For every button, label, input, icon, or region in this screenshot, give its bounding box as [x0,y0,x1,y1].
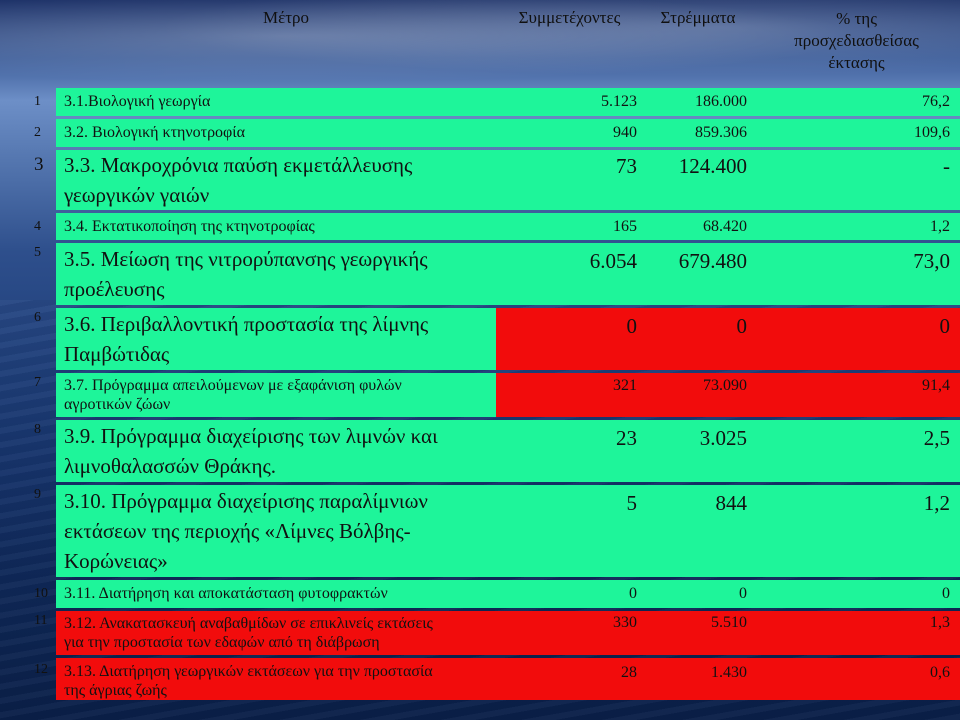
row-measure-line1: 3.9. Πρόγραμμα διαχείρισης των λιμνών κα… [64,424,438,448]
table-row: 8 3.9. Πρόγραμμα διαχείρισης των λιμνών … [0,420,960,482]
row-number: 2 [34,125,41,140]
header-measure: Μέτρο [262,8,310,27]
row-stremmata: 73.090 [643,373,753,417]
row-measure-line2: για την προστασία των εδαφών από τη διάβ… [64,634,380,651]
row-percent: 2,5 [753,420,960,482]
row-measure-line1: 3.5. Μείωση της νιτρορύπανσης γεωργικής [64,247,428,271]
row-number: 3 [34,154,44,175]
row-measure-line1: 3.12. Ανακατασκευή αναβαθμίδων σε επικλι… [64,615,433,632]
row-percent: 109,6 [753,119,960,147]
row-number: 5 [34,245,41,260]
row-measure: 3.6. Περιβαλλοντική προστασία της λίμνης… [56,308,496,370]
row-percent: 0,6 [753,658,960,700]
header-participants: Συμμετέχοντες [518,8,621,27]
row-percent: 91,4 [753,373,960,417]
row-participants: 0 [496,580,643,608]
row-measure-line1: 3.13. Διατήρηση γεωργικών εκτάσεων για τ… [64,663,433,680]
row-stremmata: 844 [643,485,753,577]
row-stremmata: 3.025 [643,420,753,482]
row-stremmata: 186.000 [643,88,753,116]
row-measure-line2: αγροτικών ζώων [64,396,171,413]
row-number: 9 [34,487,41,502]
table-row: 9 3.10. Πρόγραμμα διαχείρισης παραλίμνιω… [0,485,960,577]
header-percent-line3: έκτασης [828,53,885,72]
row-measure-line1: 3.3. Μακροχρόνια παύση εκμετάλλευσης [64,153,413,177]
row-measure-line3: Κορώνειας» [64,549,168,573]
row-number: 11 [34,613,48,628]
row-stremmata: 124.400 [643,150,753,210]
row-number: 10 [34,586,48,601]
row-participants: 28 [496,658,643,700]
row-measure-line1: 3.7. Πρόγραμμα απειλούμενων με εξαφάνιση… [64,377,402,394]
table-header: Μέτρο Συμμετέχοντες Στρέμματα % της προσ… [0,0,960,88]
row-percent: 0 [753,308,960,370]
row-stremmata: 0 [643,308,753,370]
row-measure: 3.10. Πρόγραμμα διαχείρισης παραλίμνιων … [56,485,496,577]
row-percent: 0 [753,580,960,608]
row-measure: 3.11. Διατήρηση και αποκατάσταση φυτοφρα… [56,580,496,608]
row-participants: 321 [496,373,643,417]
row-participants: 0 [496,308,643,370]
row-participants: 165 [496,213,643,240]
row-stremmata: 0 [643,580,753,608]
row-percent: 76,2 [753,88,960,116]
row-participants: 6.054 [496,243,643,305]
table-row: 2 3.2. Βιολογική κτηνοτροφία 940 859.306… [0,119,960,147]
table-row: 11 3.12. Ανακατασκευή αναβαθμίδων σε επι… [0,611,960,655]
row-stremmata: 859.306 [643,119,753,147]
row-percent: 1,3 [753,611,960,655]
row-percent: 1,2 [753,485,960,577]
row-participants: 5.123 [496,88,643,116]
row-stremmata: 679.480 [643,243,753,305]
table-row: 6 3.6. Περιβαλλοντική προστασία της λίμν… [0,308,960,370]
row-participants: 5 [496,485,643,577]
table-row: 5 3.5. Μείωση της νιτρορύπανσης γεωργική… [0,243,960,305]
row-measure: 3.13. Διατήρηση γεωργικών εκτάσεων για τ… [56,658,496,700]
row-number: 6 [34,310,41,325]
row-stremmata: 1.430 [643,658,753,700]
row-participants: 73 [496,150,643,210]
measures-table: Μέτρο Συμμετέχοντες Στρέμματα % της προσ… [0,0,960,700]
row-number: 8 [34,422,41,437]
row-participants: 330 [496,611,643,655]
table-row: 12 3.13. Διατήρηση γεωργικών εκτάσεων γι… [0,658,960,700]
row-stremmata: 5.510 [643,611,753,655]
row-measure: 3.4. Εκτατικοποίηση της κτηνοτροφίας [56,213,496,240]
table-row: 3 3.3. Μακροχρόνια παύση εκμετάλλευσης γ… [0,150,960,210]
row-stremmata: 68.420 [643,213,753,240]
table-row: 10 3.11. Διατήρηση και αποκατάσταση φυτο… [0,580,960,608]
row-participants: 23 [496,420,643,482]
row-measure-line1: 3.6. Περιβαλλοντική προστασία της λίμνης [64,312,429,336]
header-percent-line2: προσχεδιασθείσας [794,31,919,50]
row-measure: 3.1.Βιολογική γεωργία [56,88,496,116]
row-measure-line2: γεωργικών γαιών [64,183,210,207]
table-row: 7 3.7. Πρόγραμμα απειλούμενων με εξαφάνι… [0,373,960,417]
table-row: 1 3.1.Βιολογική γεωργία 5.123 186.000 76… [0,88,960,116]
row-measure-line2: Παμβώτιδας [64,342,170,366]
row-number: 7 [34,375,41,390]
row-measure-line2: εκτάσεων της περιοχής «Λίμνες Βόλβης- [64,519,411,543]
row-number: 4 [34,218,41,234]
header-num [0,0,56,88]
row-measure-line1: 3.10. Πρόγραμμα διαχείρισης παραλίμνιων [64,489,428,513]
row-measure: 3.2. Βιολογική κτηνοτροφία [56,119,496,147]
row-measure: 3.3. Μακροχρόνια παύση εκμετάλλευσης γεω… [56,150,496,210]
row-measure-line2: προέλευσης [64,277,165,301]
row-measure: 3.12. Ανακατασκευή αναβαθμίδων σε επικλι… [56,611,496,655]
row-number: 1 [34,94,41,109]
row-measure: 3.5. Μείωση της νιτρορύπανσης γεωργικής … [56,243,496,305]
row-measure-line2: λιμνοθαλασσών Θράκης. [64,454,277,478]
row-measure: 3.9. Πρόγραμμα διαχείρισης των λιμνών κα… [56,420,496,482]
row-percent: 1,2 [753,213,960,240]
row-participants: 940 [496,119,643,147]
row-number: 12 [34,662,48,677]
table-row: 4 3.4. Εκτατικοποίηση της κτηνοτροφίας 1… [0,213,960,240]
row-percent: 73,0 [753,243,960,305]
header-percent: % της προσχεδιασθείσας έκτασης [753,0,960,88]
row-percent: - [753,150,960,210]
header-percent-line1: % της [836,9,877,28]
row-measure: 3.7. Πρόγραμμα απειλούμενων με εξαφάνιση… [56,373,496,417]
header-stremmata: Στρέμματα [660,8,736,27]
row-measure-line2: της άγριας ζωής [64,682,167,699]
